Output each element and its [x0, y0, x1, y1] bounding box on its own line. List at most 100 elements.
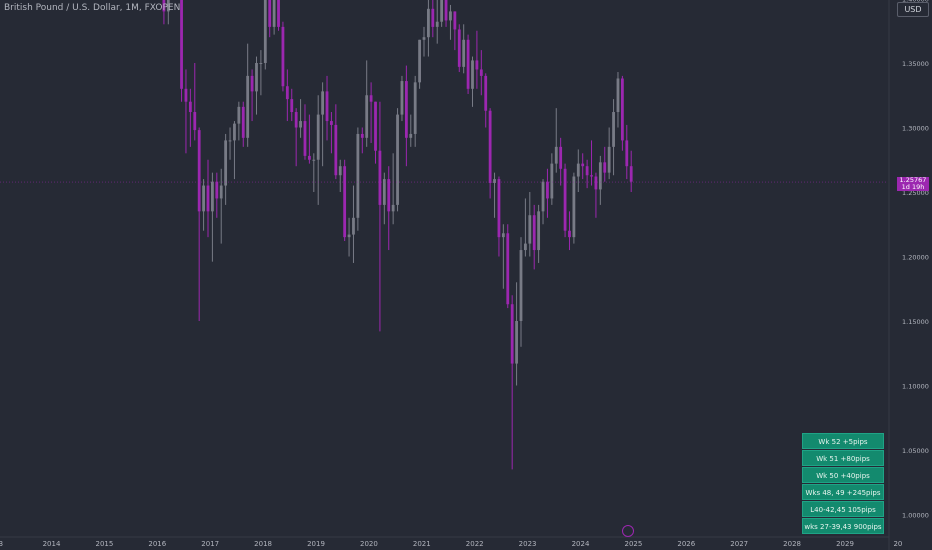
candle-body [259, 63, 263, 64]
candle-body [246, 75, 250, 138]
candle-body [528, 215, 532, 244]
candle-body [211, 181, 214, 212]
candle-body [629, 166, 633, 182]
candle-body [594, 176, 598, 190]
trade-note: Wk 52 +5pips [802, 433, 884, 449]
candle-body [338, 166, 342, 176]
candle-body [607, 146, 611, 173]
candle-body [488, 110, 492, 183]
candle-body [501, 233, 505, 238]
x-tick-label: 2022 [466, 540, 484, 548]
y-tick-label: 1.10000 [902, 383, 929, 391]
candle-body [550, 163, 554, 199]
candle-body [290, 99, 294, 113]
candle-body [387, 179, 391, 212]
tradingview-logo-icon[interactable] [622, 525, 634, 537]
candle-body [325, 91, 329, 122]
candle-body [400, 81, 404, 115]
candle-body [479, 69, 483, 76]
trade-note: wks 27-39,43 900pips [802, 518, 884, 534]
candle-body [453, 11, 457, 30]
x-tick-label: 20 [893, 540, 902, 548]
candle-body [471, 60, 474, 89]
candle-body [625, 140, 629, 167]
candle-body [347, 234, 351, 238]
candle-body [166, 0, 170, 12]
candle-body [466, 39, 470, 89]
candle-body [497, 179, 501, 238]
x-tick-label: 13 [0, 540, 3, 548]
trade-notes-panel: Wk 52 +5pips Wk 51 +80pips Wk 50 +40pips… [802, 433, 884, 535]
candle-body [554, 146, 558, 164]
candle-body [449, 11, 452, 21]
x-tick-label: 2023 [519, 540, 537, 548]
candle-body [352, 217, 355, 235]
candle-body [590, 175, 593, 177]
candle-body [263, 0, 267, 64]
candle-body [316, 114, 320, 160]
candle-body [506, 233, 510, 305]
candle-body [330, 121, 333, 125]
candle-body [435, 21, 439, 27]
candle-body [224, 140, 228, 186]
candle-body [312, 159, 316, 161]
candle-body [475, 60, 479, 70]
candle-body [523, 243, 527, 251]
candle-body [616, 78, 620, 113]
x-tick-label: 2024 [572, 540, 590, 548]
x-tick-label: 2025 [624, 540, 642, 548]
y-tick-label: 1.40000 [902, 0, 929, 4]
candle-body [581, 163, 585, 167]
candle-body [184, 88, 188, 102]
y-tick-label: 1.20000 [902, 254, 929, 262]
candle-body [303, 121, 307, 156]
candle-body [294, 112, 298, 128]
candle-body [193, 112, 197, 131]
candle-body [233, 123, 236, 141]
x-tick-label: 2027 [730, 540, 748, 548]
candle-body [546, 181, 549, 199]
trade-note: Wks 48, 49 +245pips [802, 484, 884, 500]
candle-body [188, 101, 192, 113]
candle-body [612, 112, 615, 147]
candle-body [532, 215, 536, 251]
y-tick-label: 1.25000 [902, 189, 929, 197]
candle-body [382, 179, 386, 205]
candle-body [620, 78, 624, 141]
candle-body [510, 304, 514, 364]
candle-body [321, 91, 325, 115]
candle-body [374, 101, 377, 151]
x-tick-label: 2021 [413, 540, 431, 548]
candle-body [404, 81, 408, 138]
currency-button[interactable]: USD [897, 2, 929, 17]
candle-body [444, 0, 448, 21]
candle-body [255, 63, 258, 92]
candle-body [519, 250, 523, 321]
candle-body [268, 0, 272, 27]
candle-body [215, 181, 219, 199]
candle-body [537, 211, 541, 251]
candle-body [440, 0, 444, 22]
candle-body [277, 0, 280, 27]
x-tick-label: 2014 [43, 540, 61, 548]
last-price-value: 1.25767 [899, 176, 927, 185]
candle-body [334, 124, 338, 176]
candle-body [515, 321, 518, 364]
candle-body [585, 166, 589, 176]
candle-body [241, 106, 245, 138]
candle-body [572, 176, 576, 238]
y-tick-label: 1.35000 [902, 60, 929, 68]
trade-note: Wk 50 +40pips [802, 467, 884, 483]
candle-body [272, 0, 276, 27]
candle-body [422, 37, 426, 40]
candle-body [462, 39, 466, 67]
y-tick-label: 1.15000 [902, 318, 929, 326]
trade-note: L40-42,45 105pips [802, 501, 884, 517]
candle-body [197, 130, 201, 212]
candle-body [365, 95, 369, 138]
candle-body [493, 179, 496, 183]
y-tick-label: 1.00000 [902, 512, 929, 520]
x-tick-label: 2016 [148, 540, 166, 548]
candle-body [378, 150, 382, 205]
